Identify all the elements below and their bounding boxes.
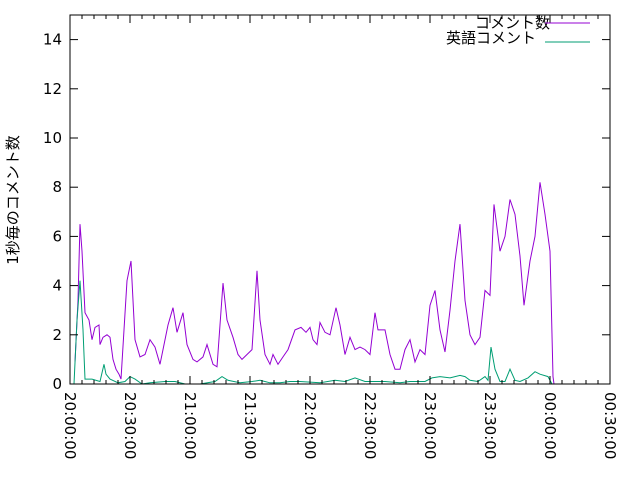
y-tick-label: 6	[52, 227, 62, 245]
x-tick-label: 21:30:00	[241, 392, 259, 459]
y-tick-label: 12	[43, 80, 62, 98]
y-tick-label: 0	[52, 375, 62, 393]
x-tick-label: 22:30:00	[361, 392, 379, 459]
legend: コメント数 英語コメント	[446, 14, 590, 47]
plot-lines	[73, 182, 555, 385]
y-tick-labels: 0 2 4 6 8 10 12 14	[43, 31, 62, 393]
x-tick-label: 22:00:00	[301, 392, 319, 459]
y-tick-label: 4	[52, 277, 62, 295]
plot-frame	[69, 14, 611, 385]
x-tick-labels: 20:00:00 20:30:00 21:00:00 21:30:00 22:00:00…	[61, 392, 619, 459]
x-tick-label: 21:00:00	[181, 392, 199, 459]
x-tick-label: 20:30:00	[121, 392, 139, 459]
y-tick-label: 8	[52, 178, 62, 196]
legend-label-1: 英語コメント	[446, 29, 536, 47]
axis-ticks	[69, 15, 611, 385]
y-tick-label: 2	[52, 326, 62, 344]
y-tick-label: 14	[43, 31, 62, 49]
x-tick-label: 23:30:00	[481, 392, 499, 459]
y-tick-label: 10	[43, 129, 62, 147]
x-tick-label: 23:00:00	[421, 392, 439, 459]
legend-label-0: コメント数	[475, 14, 550, 32]
y-axis-label: 1秒毎のコメント数	[4, 135, 22, 265]
x-tick-label: 00:00:00	[541, 392, 559, 459]
x-tick-label: 00:30:00	[601, 392, 619, 459]
series-line-0	[74, 182, 555, 385]
x-tick-label: 20:00:00	[61, 392, 79, 459]
